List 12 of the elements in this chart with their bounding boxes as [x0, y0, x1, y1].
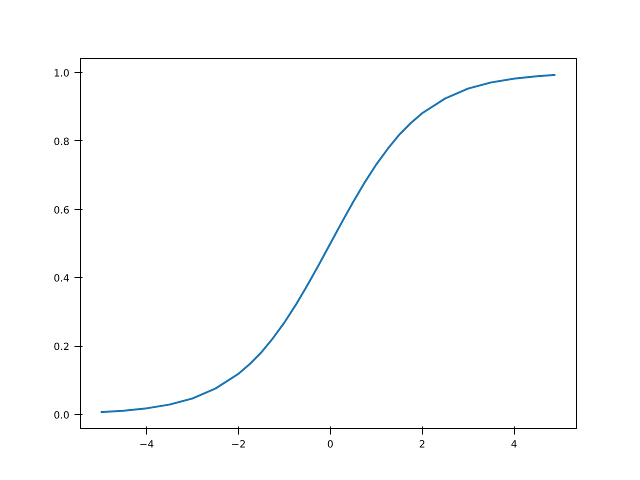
- y-tick-label: 0.6: [54, 205, 70, 216]
- x-tick-label: 2: [419, 440, 426, 450]
- line-series: [100, 74, 556, 414]
- y-tick-label: 0.2: [54, 342, 70, 354]
- y-tick-label: 0.0: [54, 410, 70, 422]
- y-tick-label: 1.0: [54, 68, 70, 80]
- y-tick-label: 0.8: [54, 136, 70, 148]
- x-tick-label: −2: [231, 440, 246, 450]
- y-tick-label: 0.4: [54, 274, 70, 285]
- x-tick-label: 4: [510, 440, 518, 450]
- x-tick-label: 0: [327, 440, 334, 450]
- x-tick-label: −4: [139, 440, 154, 450]
